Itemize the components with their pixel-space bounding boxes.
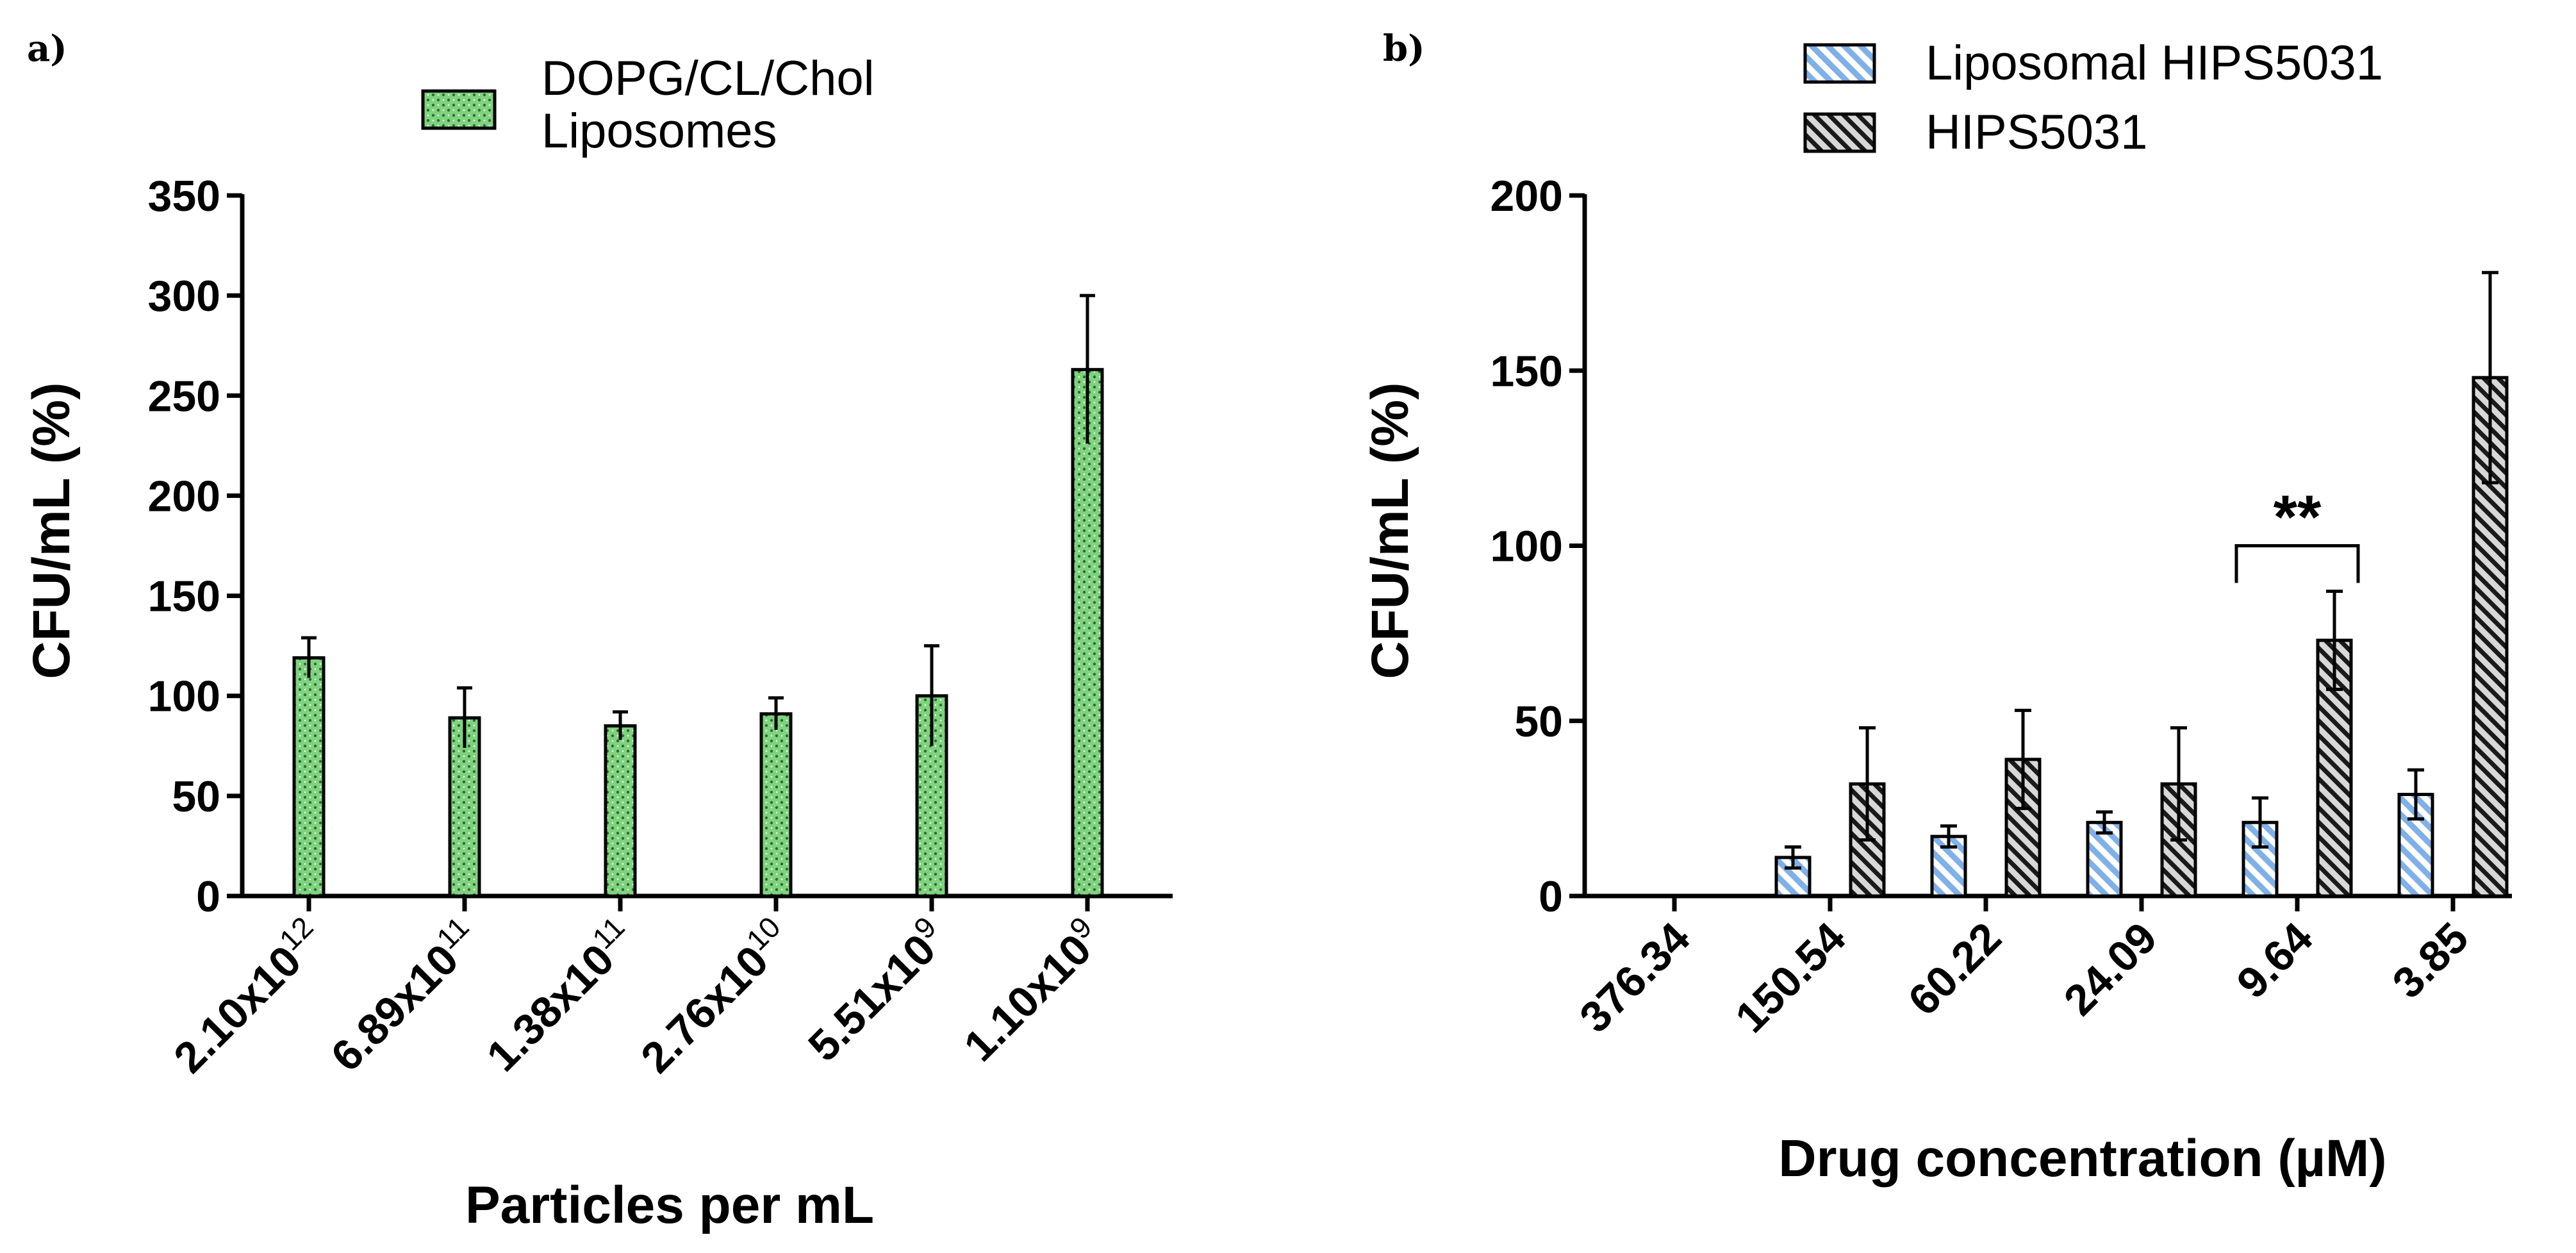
significance-bracket bbox=[2234, 544, 2360, 583]
y-tick-label: 150 bbox=[1490, 347, 1563, 395]
y-tick-label: 250 bbox=[148, 372, 220, 420]
x-tick-label: 9.64 bbox=[2227, 913, 2322, 1008]
legend-label: Liposomal HIPS5031 bbox=[1926, 36, 2383, 90]
y-tick-label: 150 bbox=[148, 572, 220, 621]
y-tick-label: 0 bbox=[1539, 872, 1563, 921]
y-tick-label: 0 bbox=[196, 872, 220, 921]
x-tick-label: 2.10x1012 bbox=[161, 910, 334, 1083]
bar bbox=[2086, 820, 2123, 898]
panel-b-x-axis-title: Drug concentration (µM) bbox=[1778, 1129, 2386, 1188]
y-tick-label: 300 bbox=[148, 272, 220, 320]
panel-b-y-axis-title: CFU/mL (%) bbox=[1361, 382, 1419, 679]
panel-a-y-axis-title: CFU/mL (%) bbox=[22, 382, 81, 679]
y-tick-label: 200 bbox=[1490, 172, 1563, 220]
y-tick-label: 50 bbox=[172, 772, 220, 821]
plot-a: 0501001502002503003502.10x10126.89x10111… bbox=[148, 172, 1173, 1083]
legend-b: Liposomal HIPS5031 HIPS5031 bbox=[1803, 36, 2383, 160]
x-tick-label: 3.85 bbox=[2383, 913, 2477, 1008]
x-tick-label: 6.89x1011 bbox=[318, 910, 489, 1081]
legend-label: DOPG/CL/Chol bbox=[541, 51, 875, 106]
legend-swatch bbox=[1803, 43, 1876, 84]
x-tick-label: 1.10x109 bbox=[952, 910, 1112, 1071]
y-tick-label: 350 bbox=[148, 172, 220, 220]
x-tick-label: 60.22 bbox=[1899, 913, 2011, 1025]
panel-a-x-axis-title: Particles per mL bbox=[465, 1176, 874, 1234]
x-tick-label: 376.34 bbox=[1571, 913, 1699, 1042]
bar bbox=[759, 712, 793, 898]
plot-b: 0 50 100 150 200 376.34 150.54 60.22 24.09 9.64 3.… bbox=[1490, 172, 2512, 1042]
y-tick-label: 200 bbox=[148, 472, 220, 520]
legend-swatch bbox=[1803, 112, 1876, 153]
x-tick-label: 5.51x109 bbox=[796, 910, 957, 1071]
legend-label: Liposomes bbox=[541, 104, 777, 158]
bar bbox=[1071, 368, 1104, 898]
y-tick-label: 100 bbox=[148, 672, 220, 721]
legend-swatch bbox=[421, 89, 497, 130]
x-tick-label: 2.76x1010 bbox=[629, 910, 801, 1083]
x-tick-label: 1.38x1011 bbox=[474, 910, 645, 1081]
significance-label: ** bbox=[2274, 483, 2322, 552]
y-tick-label: 50 bbox=[1514, 697, 1563, 746]
panel-b: b) Liposomal HIPS5031 HIPS5031 0 50 100 150 2… bbox=[1361, 28, 2512, 1188]
bar bbox=[604, 724, 637, 898]
bar bbox=[292, 656, 326, 898]
x-tick-label: 24.09 bbox=[2055, 913, 2167, 1025]
x-tick-label: 150.54 bbox=[1726, 913, 1855, 1042]
y-tick-label: 100 bbox=[1490, 522, 1563, 571]
panel-b-label: b) bbox=[1383, 28, 1425, 70]
panel-a-label: a) bbox=[27, 28, 67, 70]
legend-label: HIPS5031 bbox=[1926, 105, 2147, 160]
